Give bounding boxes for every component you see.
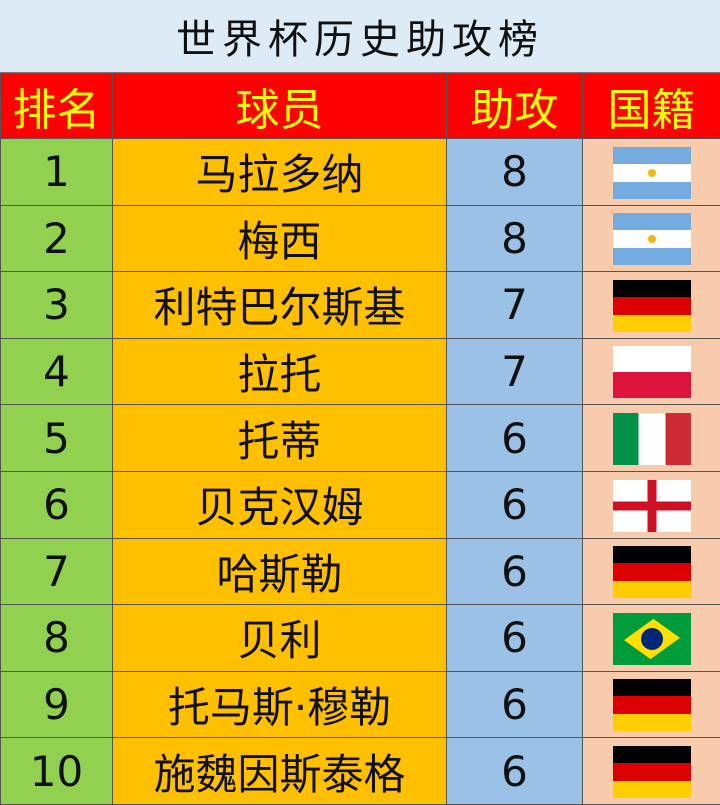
- nationality-cell: [583, 605, 720, 672]
- player-cell: 托马斯·穆勒: [113, 671, 447, 738]
- assists-cell: 8: [447, 205, 583, 272]
- nationality-cell: [583, 139, 720, 206]
- player-cell: 哈斯勒: [113, 538, 447, 605]
- assists-cell: 6: [447, 671, 583, 738]
- nationality-cell: [583, 738, 720, 805]
- rank-cell: 3: [1, 272, 113, 339]
- header-rank: 排名: [1, 74, 113, 139]
- assists-cell: 6: [447, 738, 583, 805]
- assists-cell: 6: [447, 405, 583, 472]
- player-cell: 马拉多纳: [113, 139, 447, 206]
- nationality-cell: [583, 205, 720, 272]
- assists-cell: 7: [447, 272, 583, 339]
- player-cell: 施魏因斯泰格: [113, 738, 447, 805]
- player-cell: 托蒂: [113, 405, 447, 472]
- rank-cell: 10: [1, 738, 113, 805]
- flag-poland-icon: [613, 346, 691, 398]
- header-nationality: 国籍: [583, 74, 720, 139]
- assists-cell: 8: [447, 139, 583, 206]
- assists-cell: 6: [447, 538, 583, 605]
- rank-cell: 7: [1, 538, 113, 605]
- flag-germany-icon: [613, 280, 691, 332]
- assists-cell: 6: [447, 471, 583, 538]
- player-cell: 利特巴尔斯基: [113, 272, 447, 339]
- rank-cell: 1: [1, 139, 113, 206]
- assists-cell: 6: [447, 605, 583, 672]
- nationality-cell: [583, 405, 720, 472]
- player-cell: 贝克汉姆: [113, 471, 447, 538]
- player-cell: 梅西: [113, 205, 447, 272]
- flag-england-icon: [613, 480, 691, 532]
- rank-cell: 4: [1, 338, 113, 405]
- nationality-cell: [583, 471, 720, 538]
- nationality-cell: [583, 338, 720, 405]
- player-cell: 贝利: [113, 605, 447, 672]
- flag-italy-icon: [613, 413, 691, 465]
- rank-cell: 8: [1, 605, 113, 672]
- rank-cell: 5: [1, 405, 113, 472]
- flag-brazil-icon: [613, 613, 691, 665]
- flag-argentina-icon: [613, 147, 691, 199]
- nationality-cell: [583, 272, 720, 339]
- nationality-cell: [583, 671, 720, 738]
- flag-germany-icon: [613, 546, 691, 598]
- flag-germany-icon: [613, 746, 691, 798]
- rank-cell: 9: [1, 671, 113, 738]
- flag-germany-icon: [613, 679, 691, 731]
- nationality-cell: [583, 538, 720, 605]
- header-row: 排名 球员 助攻 国籍: [1, 74, 720, 139]
- flag-argentina-icon: [613, 213, 691, 265]
- player-cell: 拉托: [113, 338, 447, 405]
- header-player: 球员: [113, 74, 447, 139]
- header-assists: 助攻: [447, 74, 583, 139]
- rank-cell: 2: [1, 205, 113, 272]
- assists-cell: 7: [447, 338, 583, 405]
- page-title: 世界杯历史助攻榜: [0, 0, 720, 73]
- rank-cell: 6: [1, 471, 113, 538]
